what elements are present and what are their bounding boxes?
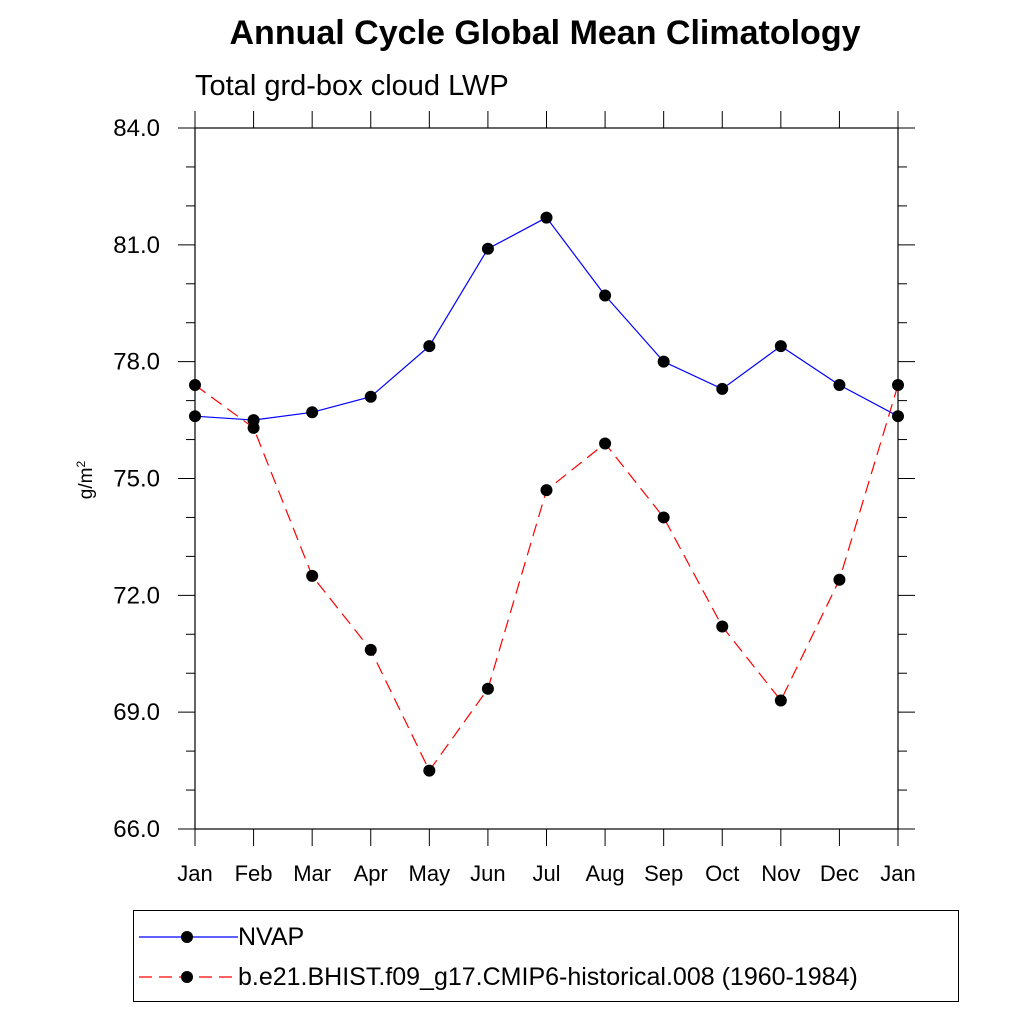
series-line-1: [194, 384, 899, 772]
series-1-point: [657, 511, 670, 524]
y-tick-label: 84.0: [113, 115, 160, 142]
series-0-point: [657, 355, 670, 368]
series-1-point: [833, 573, 846, 586]
series-1-point: [481, 682, 494, 695]
y-tick-label: 78.0: [113, 349, 160, 376]
x-tick-label: Sep: [644, 861, 683, 886]
series-1-point: [189, 379, 201, 392]
series-1-point: [306, 569, 319, 582]
chart-subtitle: Total grd-box cloud LWP: [195, 70, 509, 102]
x-tick-label: Jun: [470, 861, 505, 886]
series-1-point: [716, 620, 729, 633]
series-0-point: [599, 289, 612, 302]
series-1-point: [599, 437, 612, 450]
series-0-point: [716, 382, 729, 395]
x-tick-label: Apr: [354, 861, 388, 886]
series-1-point: [774, 694, 787, 707]
series-0-point: [306, 406, 319, 419]
series-1-point: [540, 484, 553, 497]
series-0-point: [540, 211, 553, 224]
x-tick-label: Feb: [235, 861, 273, 886]
series-0-point: [833, 379, 846, 392]
legend: NVAP b.e21.BHIST.f09_g17.CMIP6-historica…: [133, 910, 959, 1002]
legend-swatch-nvap: [139, 931, 238, 943]
x-tick-label: Oct: [705, 861, 739, 886]
legend-item-nvap: NVAP: [134, 917, 958, 957]
x-tick-label: Jan: [177, 861, 212, 886]
y-tick-label: 66.0: [113, 816, 160, 843]
plot-area: 66.0 69.0 72.0 75.0 78.0 81.0 84.0 Jan Feb Mar Apr…: [113, 111, 916, 886]
series-1-point: [892, 379, 904, 392]
series-0-point: [423, 340, 436, 353]
series-0-point: [364, 390, 377, 403]
series-0-point: [892, 410, 904, 423]
legend-label-model: b.e21.BHIST.f09_g17.CMIP6-historical.008…: [238, 963, 858, 991]
x-tick-label: Dec: [820, 861, 859, 886]
series-1-point: [364, 643, 377, 656]
x-tick-label: Nov: [761, 861, 800, 886]
legend-item-model: b.e21.BHIST.f09_g17.CMIP6-historical.008…: [134, 957, 958, 997]
legend-label-nvap: NVAP: [238, 923, 305, 951]
y-tick-label: 75.0: [113, 466, 160, 493]
y-tick-label: 81.0: [113, 232, 160, 259]
series-0-point: [774, 340, 787, 353]
x-tick-label: Jul: [532, 861, 560, 886]
series-line-0: [194, 216, 899, 421]
x-tick-label: Jan: [880, 861, 915, 886]
series-0-point: [481, 242, 494, 255]
series-1-point: [423, 764, 436, 777]
x-tick-label: Aug: [586, 861, 625, 886]
series-0-point: [189, 410, 201, 423]
y-tick-label: 72.0: [113, 582, 160, 609]
chart-title: Annual Cycle Global Mean Climatology: [229, 14, 861, 52]
y-tick-label: 69.0: [113, 699, 160, 726]
x-tick-label: May: [409, 861, 451, 886]
legend-swatch-model: [139, 971, 238, 983]
plot-frame: [194, 127, 899, 830]
x-tick-label: Mar: [293, 861, 331, 886]
series-1-point: [247, 421, 260, 434]
